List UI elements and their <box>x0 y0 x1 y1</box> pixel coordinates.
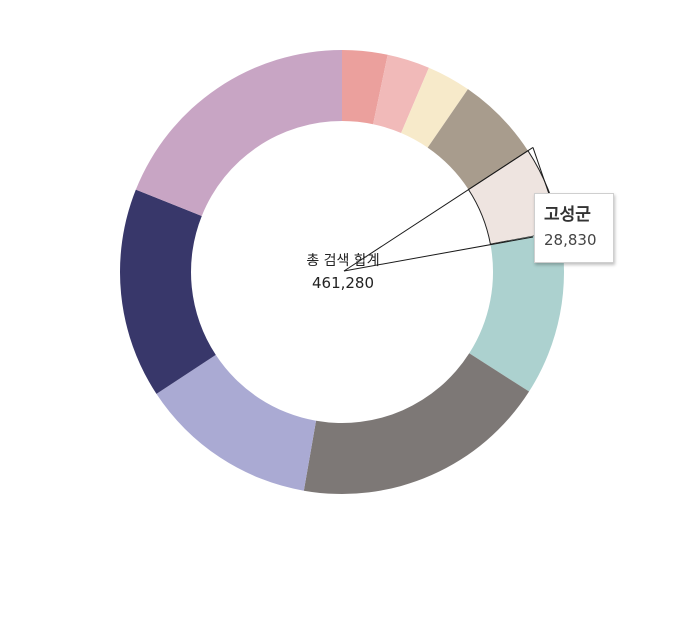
donut-slice-1[interactable] <box>342 50 388 125</box>
center-total-value: 461,280 <box>311 274 375 292</box>
donut-slice-3[interactable] <box>401 67 468 148</box>
donut-slice-9[interactable] <box>120 189 216 394</box>
donut-slice-2[interactable] <box>373 54 429 134</box>
donut-slice-4[interactable] <box>427 89 528 190</box>
slice-tooltip: 고성군 28,830 <box>534 193 614 263</box>
donut-slice-8[interactable] <box>156 354 317 491</box>
tooltip-callout-lines <box>343 147 550 272</box>
tooltip-label: 고성군 <box>544 205 591 225</box>
callout-line-1 <box>343 147 534 272</box>
tooltip-value: 28,830 <box>544 231 597 249</box>
donut-slice-7[interactable] <box>303 353 530 494</box>
center-title: 총 검색 합계 <box>306 253 380 269</box>
donut-slice-10[interactable] <box>135 50 342 216</box>
callout-line-2 <box>343 236 534 272</box>
donut-slice-6[interactable] <box>469 231 564 392</box>
center-label: 총 검색 합계 461,280 <box>243 250 443 294</box>
donut-slices <box>120 50 564 494</box>
callout-line-3 <box>532 147 550 195</box>
